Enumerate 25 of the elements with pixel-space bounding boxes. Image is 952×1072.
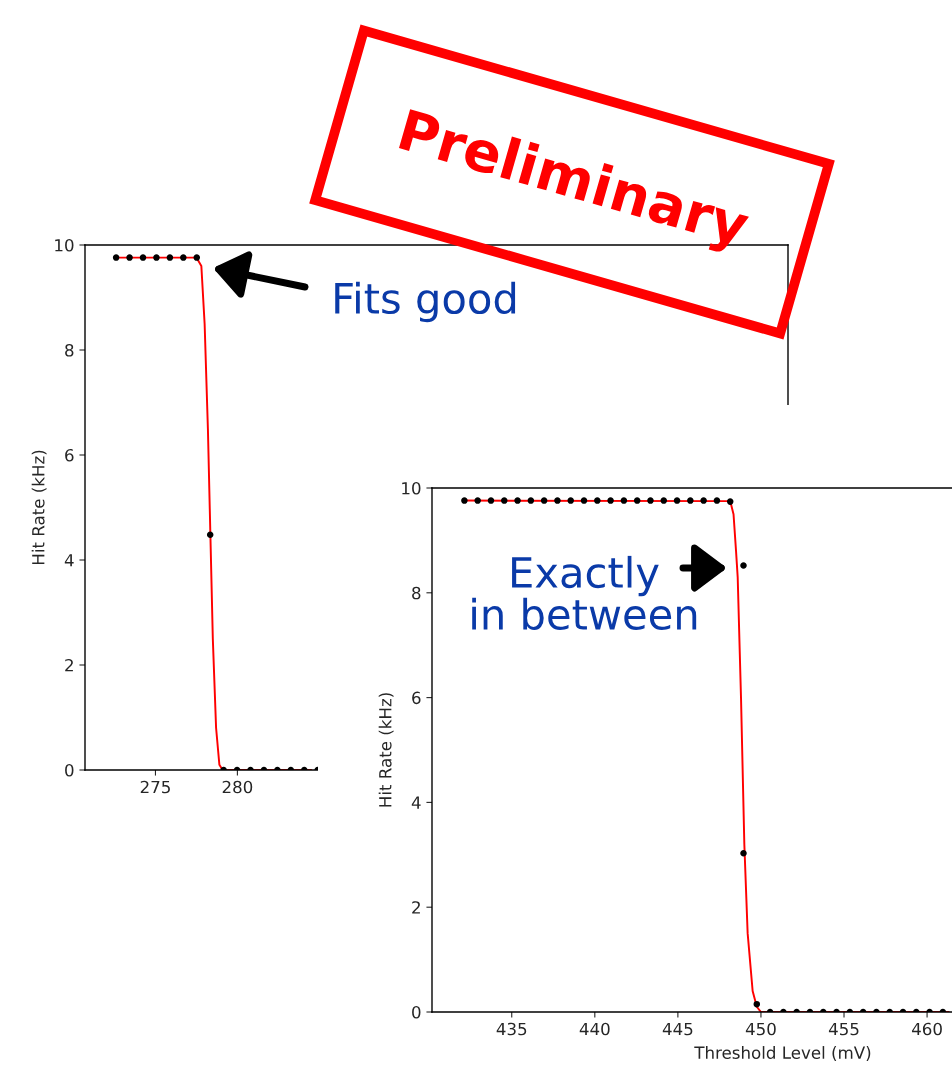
y-tick-label: 4	[411, 796, 421, 809]
x-tick-label: 435	[496, 1022, 527, 1036]
y-tick-label: 10	[402, 481, 421, 495]
y-tick-label: 4	[64, 554, 74, 567]
y-tick-label: 0	[412, 1005, 421, 1019]
x-tick-label: 440	[579, 1022, 610, 1036]
x-tick-label: 280	[222, 780, 253, 794]
x-tick-label: 275	[140, 780, 170, 794]
x-tick-label: 445	[662, 1022, 693, 1036]
y-tick-label: 0	[65, 763, 74, 777]
y-tick-label: 8	[412, 586, 421, 600]
x-tick-label: 455	[828, 1022, 859, 1036]
x-axis-title: Threshold Level (mV)	[694, 1046, 871, 1061]
y-tick-label: 6	[65, 448, 74, 462]
y-axis-title: Hit Rate (kHz)	[378, 693, 394, 807]
annotation: Fits good	[335, 281, 516, 323]
annotation: Exactly in between	[472, 555, 697, 631]
y-tick-label: 10	[55, 238, 74, 252]
x-tick-label: 450	[745, 1022, 776, 1036]
y-tick-label: 8	[65, 343, 74, 357]
x-tick-label: 460	[911, 1022, 942, 1036]
y-tick-label: 2	[65, 658, 73, 672]
y-tick-label: 2	[412, 901, 420, 914]
y-tick-label: 6	[412, 691, 421, 705]
y-axis-title: Hit Rate (kHz)	[31, 450, 47, 565]
